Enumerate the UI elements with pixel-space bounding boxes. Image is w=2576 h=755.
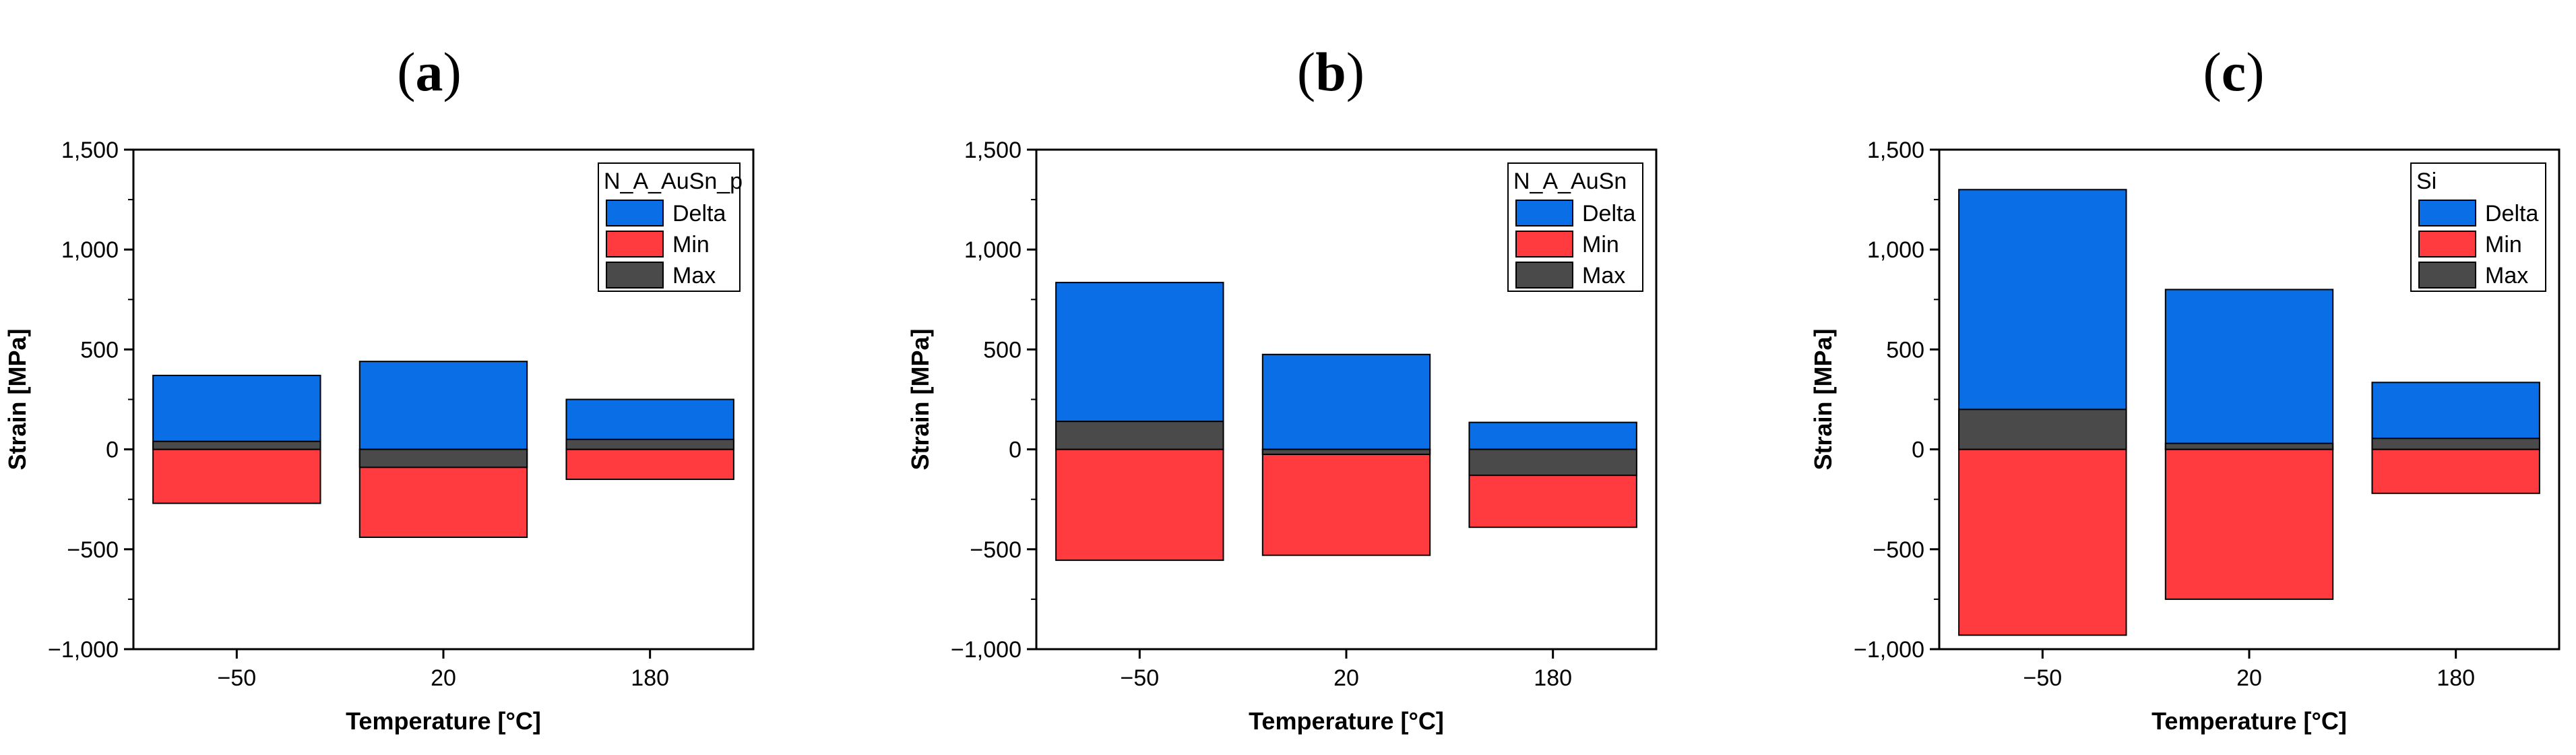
panel-label-close: ) [1346, 41, 1365, 102]
y-tick-label: 0 [106, 437, 119, 463]
y-tick-label: −500 [67, 537, 119, 563]
y-axis-title: Strain [MPa] [3, 328, 31, 470]
bar-min-2 [565, 448, 734, 481]
legend-label-delta: Delta [1582, 201, 1635, 227]
chart-panel-b: −1,000 −500 0 500 1,000 1,500 −50 20 180 Temperat… [906, 138, 1658, 735]
x-tick-label: 180 [1534, 665, 1572, 691]
y-tick-label: −500 [970, 537, 1022, 563]
y-tick-label: −1,000 [48, 637, 119, 663]
x-tick-label: −50 [217, 665, 256, 691]
x-axis-title: Temperature [°C] [2151, 707, 2347, 735]
bar-max-0 [152, 440, 321, 450]
legend-title: N_A_AuSn [1513, 169, 1627, 194]
bar-max-2 [1468, 448, 1637, 477]
legend-label-delta: Delta [672, 201, 726, 227]
legend-label-max: Max [1582, 263, 1625, 289]
x-tick-label: 180 [631, 665, 669, 691]
bar-min-2 [2371, 448, 2540, 494]
bar-max-1 [358, 448, 528, 469]
panel-label-letter: b [1315, 41, 1346, 102]
bar-delta-1 [2164, 289, 2334, 450]
chart-panel-c: −1,000 −500 0 500 1,000 1,500 −50 20 180 Temperat… [1809, 138, 2561, 735]
bar-min-1 [1261, 448, 1431, 556]
legend: N_A_AuSn Delta Min Max [1507, 162, 1643, 292]
panel-label-c: (c) [2166, 40, 2301, 104]
legend-swatch-delta [606, 200, 664, 227]
x-tick-label: 20 [2236, 665, 2262, 691]
bar-delta-1 [358, 361, 528, 450]
bar-max-1 [1261, 448, 1431, 456]
panel-label-close: ) [443, 41, 462, 102]
bar-max-0 [1055, 421, 1224, 450]
chart-panel-a: −1,000 −500 0 500 1,000 1,500 −50 20 180 Temperat… [3, 138, 755, 735]
bar-min-0 [1055, 448, 1224, 562]
legend-label-max: Max [672, 263, 716, 289]
panel-label-open: ( [2203, 41, 2222, 102]
legend-box [1507, 162, 1643, 292]
y-axis-title: Strain [MPa] [1809, 328, 1837, 470]
x-axis-title: Temperature [°C] [1249, 707, 1444, 735]
legend-title: N_A_AuSn_p [604, 169, 743, 194]
bar-max-2 [2371, 437, 2540, 450]
y-tick-label: −1,000 [1854, 637, 1924, 663]
y-tick-label: 0 [1912, 437, 1924, 463]
panel-label-open: ( [397, 41, 416, 102]
y-tick-label: 1,500 [964, 138, 1022, 163]
panel-label-close: ) [2246, 41, 2265, 102]
y-axis-title: Strain [MPa] [906, 328, 934, 470]
legend-swatch-max [606, 262, 664, 289]
y-tick-label: 500 [80, 337, 119, 363]
y-tick-label: 1,500 [61, 138, 119, 163]
legend-label-max: Max [2485, 263, 2528, 289]
x-axis-title: Temperature [°C] [346, 707, 541, 735]
y-tick-label: −1,000 [951, 637, 1022, 663]
panel-label-letter: c [2221, 41, 2247, 102]
bar-min-0 [152, 448, 321, 504]
legend-label-min: Min [1582, 232, 1619, 258]
y-tick-label: 1,500 [1867, 138, 1924, 163]
bar-delta-0 [1958, 189, 2127, 450]
x-tick-label: −50 [2023, 665, 2062, 691]
y-tick-label: 1,000 [1867, 237, 1924, 263]
panel-label-letter: a [415, 41, 443, 102]
legend-swatch-min [2418, 231, 2476, 258]
x-tick-label: 20 [1333, 665, 1359, 691]
legend-swatch-delta [2418, 200, 2476, 227]
legend-label-min: Min [672, 232, 710, 258]
legend-label-delta: Delta [2485, 201, 2538, 227]
bar-max-2 [565, 438, 734, 450]
bar-min-0 [1958, 448, 2127, 636]
panel-label-open: ( [1296, 41, 1316, 102]
legend-swatch-min [606, 231, 664, 258]
y-tick-label: 1,000 [61, 237, 119, 263]
y-tick-label: −500 [1873, 537, 1924, 563]
legend-title: Si [2416, 169, 2437, 194]
bar-delta-0 [152, 374, 321, 450]
bar-delta-1 [1261, 353, 1431, 450]
panel-label-b: (b) [1263, 40, 1398, 104]
bar-max-0 [1958, 409, 2127, 450]
x-tick-label: 180 [2437, 665, 2475, 691]
legend-label-min: Min [2485, 232, 2522, 258]
panel-label-a: (a) [362, 40, 497, 104]
legend: N_A_AuSn_p Delta Min Max [598, 162, 743, 292]
legend-swatch-delta [1515, 200, 1573, 227]
y-tick-label: 500 [983, 337, 1022, 363]
y-tick-label: 1,000 [964, 237, 1022, 263]
x-tick-label: −50 [1120, 665, 1159, 691]
legend-swatch-max [2418, 262, 2476, 289]
legend-swatch-min [1515, 231, 1573, 258]
bar-delta-2 [1468, 421, 1637, 450]
legend-swatch-max [1515, 262, 1573, 289]
y-tick-label: 0 [1009, 437, 1022, 463]
y-tick-label: 500 [1886, 337, 1924, 363]
x-tick-label: 20 [431, 665, 456, 691]
bar-min-1 [2164, 448, 2334, 600]
bar-max-1 [2164, 442, 2334, 450]
legend: Si Delta Min Max [2410, 162, 2546, 292]
